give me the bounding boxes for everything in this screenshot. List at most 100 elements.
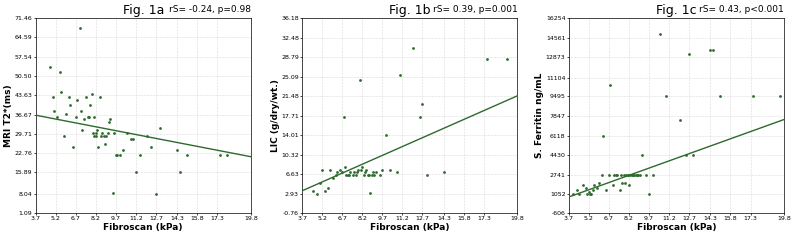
Point <box>570 188 583 192</box>
Point <box>640 173 653 177</box>
Point <box>311 192 324 196</box>
Point <box>584 192 596 196</box>
Point <box>580 186 592 190</box>
Point <box>370 170 382 174</box>
Point <box>80 95 93 99</box>
Title: Fig. 1b: Fig. 1b <box>389 4 431 17</box>
Point <box>774 95 786 98</box>
Point <box>621 173 634 177</box>
Point <box>84 104 97 107</box>
Point <box>356 165 369 169</box>
Point <box>55 90 68 93</box>
Point <box>366 170 379 174</box>
Point <box>630 173 643 177</box>
Point <box>609 173 622 177</box>
Point <box>140 134 153 138</box>
Point <box>321 186 334 190</box>
Point <box>95 134 107 138</box>
Point <box>107 191 119 195</box>
Point <box>573 192 586 196</box>
Point <box>333 168 346 172</box>
Point <box>642 192 655 196</box>
Point <box>603 173 615 177</box>
Point <box>480 57 493 61</box>
Point <box>597 134 610 137</box>
Point <box>110 153 122 157</box>
Point <box>76 129 89 132</box>
Point <box>500 57 513 61</box>
Point <box>134 153 146 157</box>
Text: rS= 0.39, p=0.001: rS= 0.39, p=0.001 <box>432 5 518 14</box>
Point <box>390 170 403 174</box>
Point <box>64 104 77 107</box>
Point <box>99 142 111 146</box>
Point <box>611 173 623 177</box>
Point <box>89 134 102 138</box>
Point <box>57 134 70 138</box>
Point <box>130 170 142 174</box>
Point <box>566 192 579 196</box>
Point <box>180 153 193 157</box>
Point <box>47 95 60 99</box>
Point <box>577 184 590 187</box>
Point <box>646 173 659 177</box>
Point <box>127 137 140 141</box>
Point <box>337 115 350 119</box>
Point <box>153 126 166 130</box>
Point <box>347 173 359 177</box>
Point <box>588 184 600 187</box>
Point <box>634 173 646 177</box>
Point <box>87 131 99 135</box>
Point <box>660 95 673 98</box>
Y-axis label: MRI T2*(ms): MRI T2*(ms) <box>4 84 14 147</box>
Point <box>214 153 227 157</box>
Point <box>629 173 642 177</box>
Point <box>353 78 366 82</box>
Point <box>171 148 184 152</box>
Point <box>331 170 343 174</box>
Point <box>91 129 103 132</box>
Point <box>360 168 373 172</box>
Point <box>220 153 233 157</box>
Point <box>114 153 126 157</box>
Point <box>73 26 86 30</box>
Point <box>680 153 692 157</box>
Point <box>368 173 381 177</box>
Point <box>51 115 64 118</box>
Point <box>85 93 98 96</box>
Point <box>340 173 353 177</box>
Point <box>88 115 101 118</box>
Point <box>120 131 133 135</box>
Point <box>687 153 700 157</box>
Point <box>324 168 336 172</box>
Point <box>98 134 111 138</box>
Point <box>111 153 123 157</box>
Point <box>319 189 332 193</box>
Point <box>100 134 113 138</box>
Point <box>63 95 76 99</box>
Point <box>359 170 371 174</box>
Point <box>144 145 157 149</box>
X-axis label: Fibroscan (kPa): Fibroscan (kPa) <box>637 223 716 232</box>
Point <box>60 112 72 116</box>
Point <box>48 109 60 113</box>
Text: rS= 0.43, p<0.001: rS= 0.43, p<0.001 <box>700 5 784 14</box>
Point <box>628 173 641 177</box>
Point <box>394 73 406 76</box>
Point <box>364 192 377 195</box>
Point <box>173 170 186 174</box>
Point <box>88 134 101 138</box>
Point <box>344 170 357 174</box>
Point <box>607 184 619 187</box>
Point <box>352 168 365 172</box>
Point <box>341 173 354 177</box>
Point <box>619 181 631 185</box>
Point <box>357 173 370 177</box>
Point <box>616 181 629 185</box>
Point <box>626 173 639 177</box>
Point <box>581 192 594 196</box>
Point <box>624 173 637 177</box>
Point <box>94 95 107 99</box>
Point <box>620 173 633 177</box>
Point <box>747 95 759 98</box>
